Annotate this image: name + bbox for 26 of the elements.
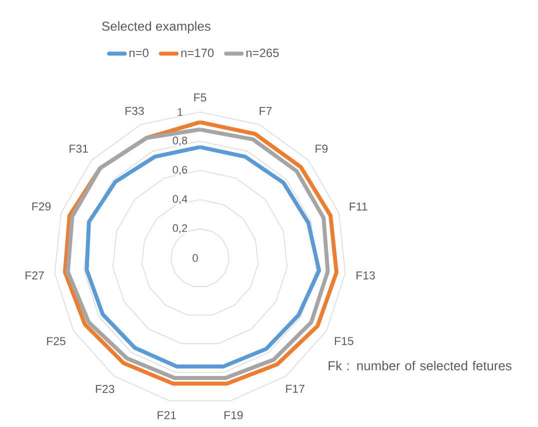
spoke-label: F23 bbox=[96, 384, 114, 394]
spoke-label: F17 bbox=[286, 384, 304, 393]
y-tick-label: 0,4 bbox=[172, 195, 188, 204]
spoke-label: F19 bbox=[224, 411, 243, 420]
y-tick-label: 0,2 bbox=[172, 224, 188, 234]
spoke-label: F13 bbox=[356, 271, 375, 280]
legend-label: n=265 bbox=[246, 48, 279, 58]
spoke-label: F5 bbox=[194, 94, 206, 102]
spoke-label: F31 bbox=[70, 144, 88, 153]
spoke-label: F29 bbox=[32, 202, 51, 210]
spoke-label: F33 bbox=[126, 106, 144, 115]
legend-label: n=170 bbox=[181, 48, 214, 58]
spoke-label: F25 bbox=[47, 337, 66, 346]
spoke-label: F9 bbox=[316, 144, 328, 153]
legend-label: n=0 bbox=[129, 48, 148, 58]
spoke-label: F21 bbox=[158, 411, 176, 420]
y-tick-label: 0,8 bbox=[172, 136, 188, 146]
y-tick-label: 0,6 bbox=[172, 166, 188, 175]
text: Fk : number of selected fetures bbox=[328, 360, 512, 370]
spoke-label: F7 bbox=[260, 107, 272, 115]
y-tick-label: 1 bbox=[178, 108, 183, 116]
spoke-label: F15 bbox=[334, 337, 354, 346]
y-tick-label: 0 bbox=[192, 254, 198, 262]
legend-title: Selected examples bbox=[102, 21, 210, 34]
spoke-label: F27 bbox=[26, 271, 44, 280]
spoke-label: F11 bbox=[350, 202, 368, 210]
